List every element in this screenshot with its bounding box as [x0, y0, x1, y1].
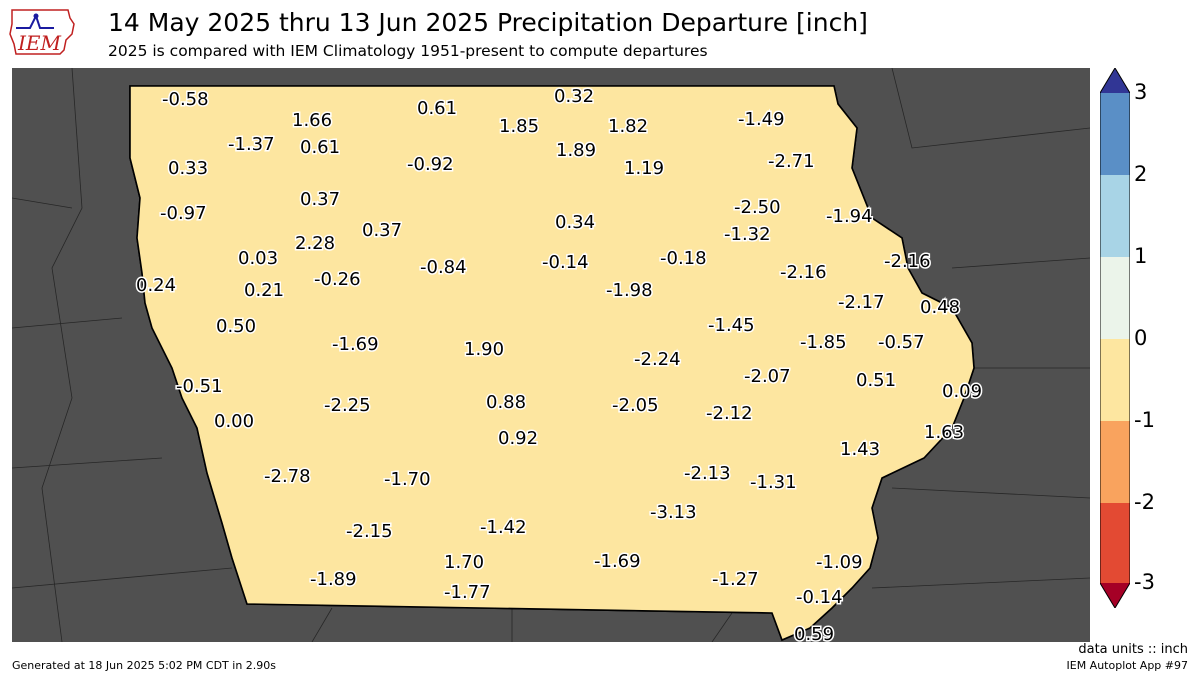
- chart-subtitle: 2025 is compared with IEM Climatology 19…: [108, 42, 708, 60]
- station-value: 1.89: [556, 140, 596, 161]
- station-value: -1.45: [708, 315, 755, 336]
- station-value: -1.70: [384, 469, 431, 490]
- station-value: 0.34: [555, 212, 595, 233]
- station-labels: -0.58 1.66 0.61 0.32 -1.49 -1.37 0.61 1.…: [135, 85, 984, 647]
- station-value: -2.15: [346, 521, 393, 542]
- station-value: 0.32: [554, 86, 594, 107]
- station-value: 2.28: [295, 233, 335, 254]
- station-value: -2.16: [780, 262, 827, 283]
- data-units-label: data units :: inch: [1078, 642, 1188, 657]
- station-value: -1.85: [800, 332, 847, 353]
- station-value: -1.69: [332, 334, 379, 355]
- station-value: 1.63: [924, 422, 964, 443]
- station-value: -2.50: [734, 197, 781, 218]
- colorbar-label: -2: [1134, 490, 1155, 514]
- station-value: -2.71: [768, 151, 815, 172]
- station-value: 0.51: [856, 370, 896, 391]
- station-value: -2.13: [684, 463, 731, 484]
- station-value: -2.17: [838, 292, 885, 313]
- station-value: 0.61: [417, 98, 457, 119]
- station-value: -0.58: [162, 89, 209, 110]
- station-value: 0.61: [300, 137, 340, 158]
- station-value: 1.66: [292, 110, 332, 131]
- station-value: 0.59: [794, 624, 834, 642]
- station-value: 1.43: [840, 439, 880, 460]
- station-value: -2.25: [324, 395, 371, 416]
- station-value: -0.18: [660, 248, 707, 269]
- station-value: 0.48: [920, 297, 960, 318]
- station-value: 0.37: [300, 189, 340, 210]
- colorbar-label: 0: [1134, 326, 1148, 350]
- station-value: 0.24: [136, 275, 176, 296]
- colorbar-under-arrow: [1100, 583, 1130, 608]
- station-value: 0.21: [244, 280, 284, 301]
- colorbar-label: 2: [1134, 162, 1148, 186]
- station-value: -3.13: [650, 502, 697, 523]
- station-value: -1.37: [228, 134, 275, 155]
- colorbar-label: -1: [1134, 408, 1155, 432]
- station-value: 0.00: [214, 411, 254, 432]
- station-value: -1.89: [310, 569, 357, 590]
- station-value: -0.14: [542, 252, 589, 273]
- colorbar-label: 1: [1134, 244, 1148, 268]
- station-value: 0.37: [362, 220, 402, 241]
- station-value: -0.57: [878, 332, 925, 353]
- station-value: 0.03: [238, 248, 278, 269]
- colorbar-label: -3: [1134, 570, 1155, 594]
- app-credit: IEM Autoplot App #97: [1066, 659, 1189, 672]
- station-value: -0.14: [796, 587, 843, 608]
- station-value: -1.09: [816, 552, 863, 573]
- station-value: -1.98: [606, 280, 653, 301]
- station-value: -2.07: [744, 366, 791, 387]
- chart-title: 14 May 2025 thru 13 Jun 2025 Precipitati…: [108, 8, 868, 37]
- station-value: -1.69: [594, 551, 641, 572]
- station-value: -0.92: [407, 154, 454, 175]
- station-value: -1.27: [712, 569, 759, 590]
- station-value: 1.70: [444, 552, 484, 573]
- colorbar-label: 3: [1134, 80, 1148, 104]
- station-value: 1.85: [499, 116, 539, 137]
- station-value: -1.77: [444, 582, 491, 603]
- station-value: 0.09: [942, 381, 982, 402]
- colorbar: [1099, 67, 1131, 609]
- station-value: -0.84: [420, 257, 467, 278]
- station-value: -1.42: [480, 517, 527, 538]
- station-value: -2.12: [706, 403, 753, 424]
- station-value: -0.26: [314, 269, 361, 290]
- station-value: 1.19: [624, 158, 664, 179]
- station-value: -1.49: [738, 109, 785, 130]
- station-value: 1.90: [464, 339, 504, 360]
- station-value: 1.82: [608, 116, 648, 137]
- svg-text:IEM: IEM: [17, 31, 62, 55]
- station-value: -1.31: [750, 472, 797, 493]
- station-value: -0.51: [176, 376, 223, 397]
- station-value: 0.33: [168, 158, 208, 179]
- station-value: -2.05: [612, 395, 659, 416]
- station-value: -2.78: [264, 466, 311, 487]
- precip-departure-map: -0.58 1.66 0.61 0.32 -1.49 -1.37 0.61 1.…: [11, 67, 1091, 647]
- station-value: -2.24: [634, 349, 681, 370]
- colorbar-over-arrow: [1100, 68, 1130, 93]
- station-value: -2.16: [884, 251, 931, 272]
- station-value: -0.97: [160, 203, 207, 224]
- station-value: 0.88: [486, 392, 526, 413]
- station-value: -1.94: [826, 206, 873, 227]
- generated-timestamp: Generated at 18 Jun 2025 5:02 PM CDT in …: [12, 659, 277, 672]
- station-value: 0.50: [216, 316, 256, 337]
- station-value: -1.32: [724, 224, 771, 245]
- iem-logo: IEM: [6, 4, 78, 60]
- station-value: 0.92: [498, 428, 538, 449]
